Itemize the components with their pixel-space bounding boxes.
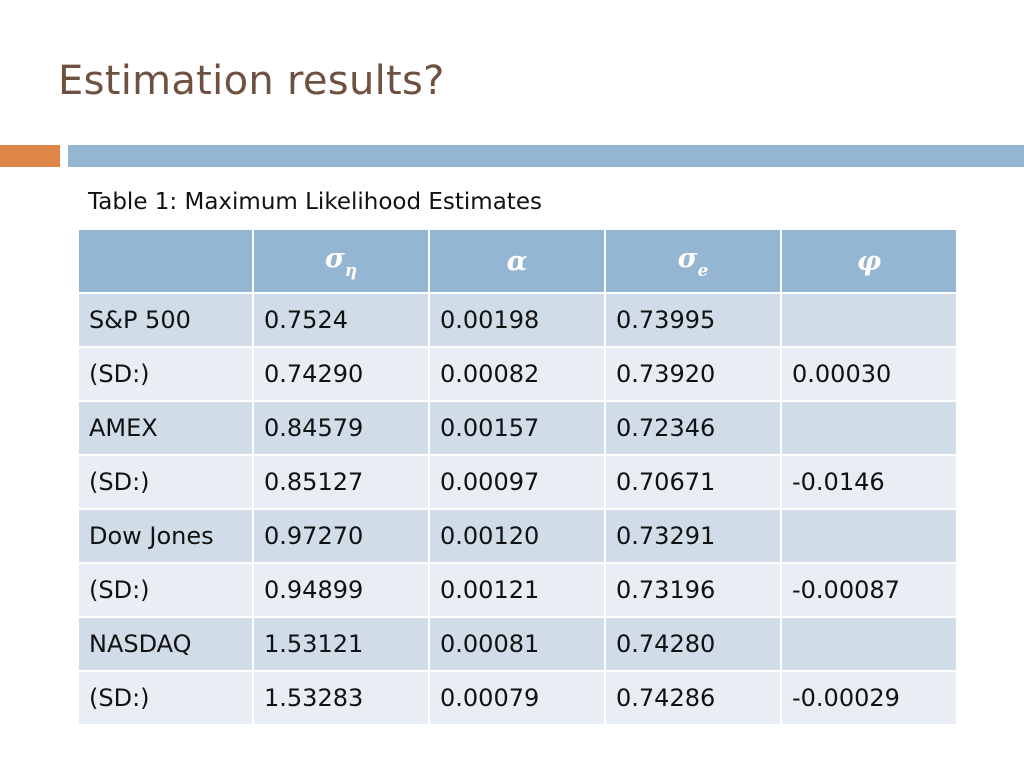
table-cell: 0.84579 xyxy=(252,400,430,456)
table-row: (SD:) 0.85127 0.00097 0.70671 -0.0146 xyxy=(77,454,958,510)
table-cell: 0.97270 xyxy=(252,508,430,564)
table-cell: 0.00079 xyxy=(428,670,606,726)
table-cell: 0.7524 xyxy=(252,292,430,348)
header-sigma-eta: ση xyxy=(252,228,430,294)
accent-bar-orange xyxy=(0,145,60,167)
row-label: AMEX xyxy=(77,400,254,456)
table-row: NASDAQ 1.53121 0.00081 0.74280 xyxy=(77,616,958,672)
accent-bar-blue xyxy=(68,145,1024,167)
table-cell xyxy=(780,616,958,672)
table-cell xyxy=(780,292,958,348)
header-cell-empty xyxy=(77,228,254,294)
table-cell: 0.00120 xyxy=(428,508,606,564)
row-label: (SD:) xyxy=(77,670,254,726)
table-cell: 0.00198 xyxy=(428,292,606,348)
table-cell: 0.85127 xyxy=(252,454,430,510)
header-phi: φ xyxy=(780,228,958,294)
table-row: S&P 500 0.7524 0.00198 0.73995 xyxy=(77,292,958,348)
table-cell: 0.73995 xyxy=(604,292,782,348)
table-cell: 0.00082 xyxy=(428,346,606,402)
table-caption: Table 1: Maximum Likelihood Estimates xyxy=(88,189,542,215)
table-cell: 0.73196 xyxy=(604,562,782,618)
row-label: (SD:) xyxy=(77,454,254,510)
table-cell: -0.00087 xyxy=(780,562,958,618)
table-row: (SD:) 1.53283 0.00079 0.74286 -0.00029 xyxy=(77,670,958,726)
table-cell: 0.74290 xyxy=(252,346,430,402)
table-cell xyxy=(780,400,958,456)
header-sigma-e: σe xyxy=(604,228,782,294)
row-label: Dow Jones xyxy=(77,508,254,564)
header-row: ση α σe φ xyxy=(77,228,958,294)
table-row: (SD:) 0.74290 0.00082 0.73920 0.00030 xyxy=(77,346,958,402)
table-cell: 0.00097 xyxy=(428,454,606,510)
table-cell: 0.00081 xyxy=(428,616,606,672)
table-cell: 0.72346 xyxy=(604,400,782,456)
header-alpha: α xyxy=(428,228,606,294)
table-cell: 1.53283 xyxy=(252,670,430,726)
slide-title: Estimation results? xyxy=(58,58,445,104)
table-cell: -0.0146 xyxy=(780,454,958,510)
row-label: NASDAQ xyxy=(77,616,254,672)
table-cell: 0.73291 xyxy=(604,508,782,564)
table-cell: -0.00029 xyxy=(780,670,958,726)
table-cell: 0.00157 xyxy=(428,400,606,456)
table-row: Dow Jones 0.97270 0.00120 0.73291 xyxy=(77,508,958,564)
table-cell: 0.74286 xyxy=(604,670,782,726)
table-cell: 0.94899 xyxy=(252,562,430,618)
table-cell: 0.74280 xyxy=(604,616,782,672)
table-cell xyxy=(780,508,958,564)
table-cell: 1.53121 xyxy=(252,616,430,672)
table-cell: 0.73920 xyxy=(604,346,782,402)
table-cell: 0.00030 xyxy=(780,346,958,402)
row-label: (SD:) xyxy=(77,346,254,402)
row-label: (SD:) xyxy=(77,562,254,618)
table-cell: 0.70671 xyxy=(604,454,782,510)
estimates-table: ση α σe φ S&P 500 0.7524 0.00198 0.73995… xyxy=(77,228,958,726)
table-row: (SD:) 0.94899 0.00121 0.73196 -0.00087 xyxy=(77,562,958,618)
table-row: AMEX 0.84579 0.00157 0.72346 xyxy=(77,400,958,456)
table-cell: 0.00121 xyxy=(428,562,606,618)
row-label: S&P 500 xyxy=(77,292,254,348)
